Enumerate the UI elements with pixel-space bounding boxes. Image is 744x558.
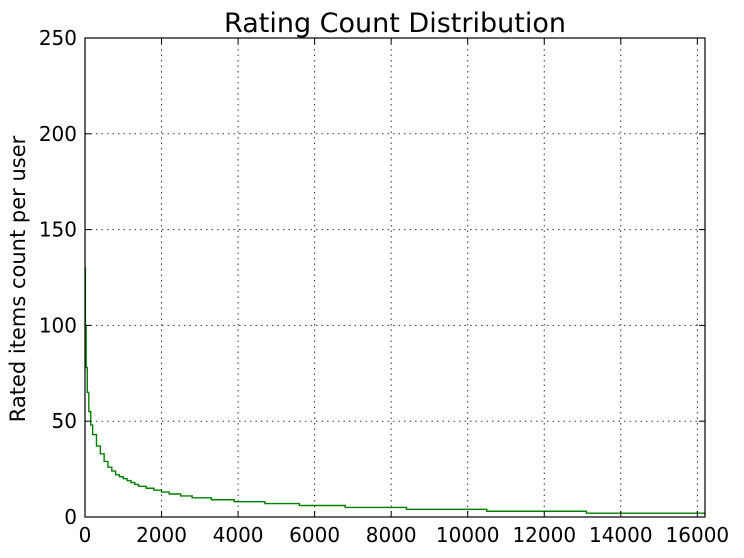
series-layer <box>84 267 706 516</box>
x-tick-label: 8000 <box>366 523 417 547</box>
y-tick-label: 0 <box>64 505 77 529</box>
label-layer: 0 2000 4000 6000 8000 10000 12000 14000 16000 0 50… <box>39 26 729 547</box>
x-tick-label: 16000 <box>666 523 730 547</box>
chart-title: Rating Count Distribution <box>224 8 566 39</box>
y-tick-label: 50 <box>52 409 77 433</box>
y-tick-label: 250 <box>39 26 77 50</box>
series-line <box>84 267 706 516</box>
x-tick-label: 14000 <box>589 523 653 547</box>
y-tick-label: 150 <box>39 218 77 242</box>
x-tick-label: 4000 <box>213 523 264 547</box>
tick-layer <box>84 37 705 518</box>
y-tick-label: 100 <box>39 313 77 337</box>
plot-frame <box>84 37 706 518</box>
y-axis-label: Rated items count per user <box>6 135 30 422</box>
x-tick-label: 6000 <box>289 523 340 547</box>
x-tick-label: 12000 <box>512 523 576 547</box>
grid-layer <box>85 38 705 517</box>
x-tick-label: 10000 <box>436 523 500 547</box>
x-tick-label: 0 <box>79 523 92 547</box>
x-tick-label: 2000 <box>136 523 187 547</box>
y-tick-label: 200 <box>39 122 77 146</box>
